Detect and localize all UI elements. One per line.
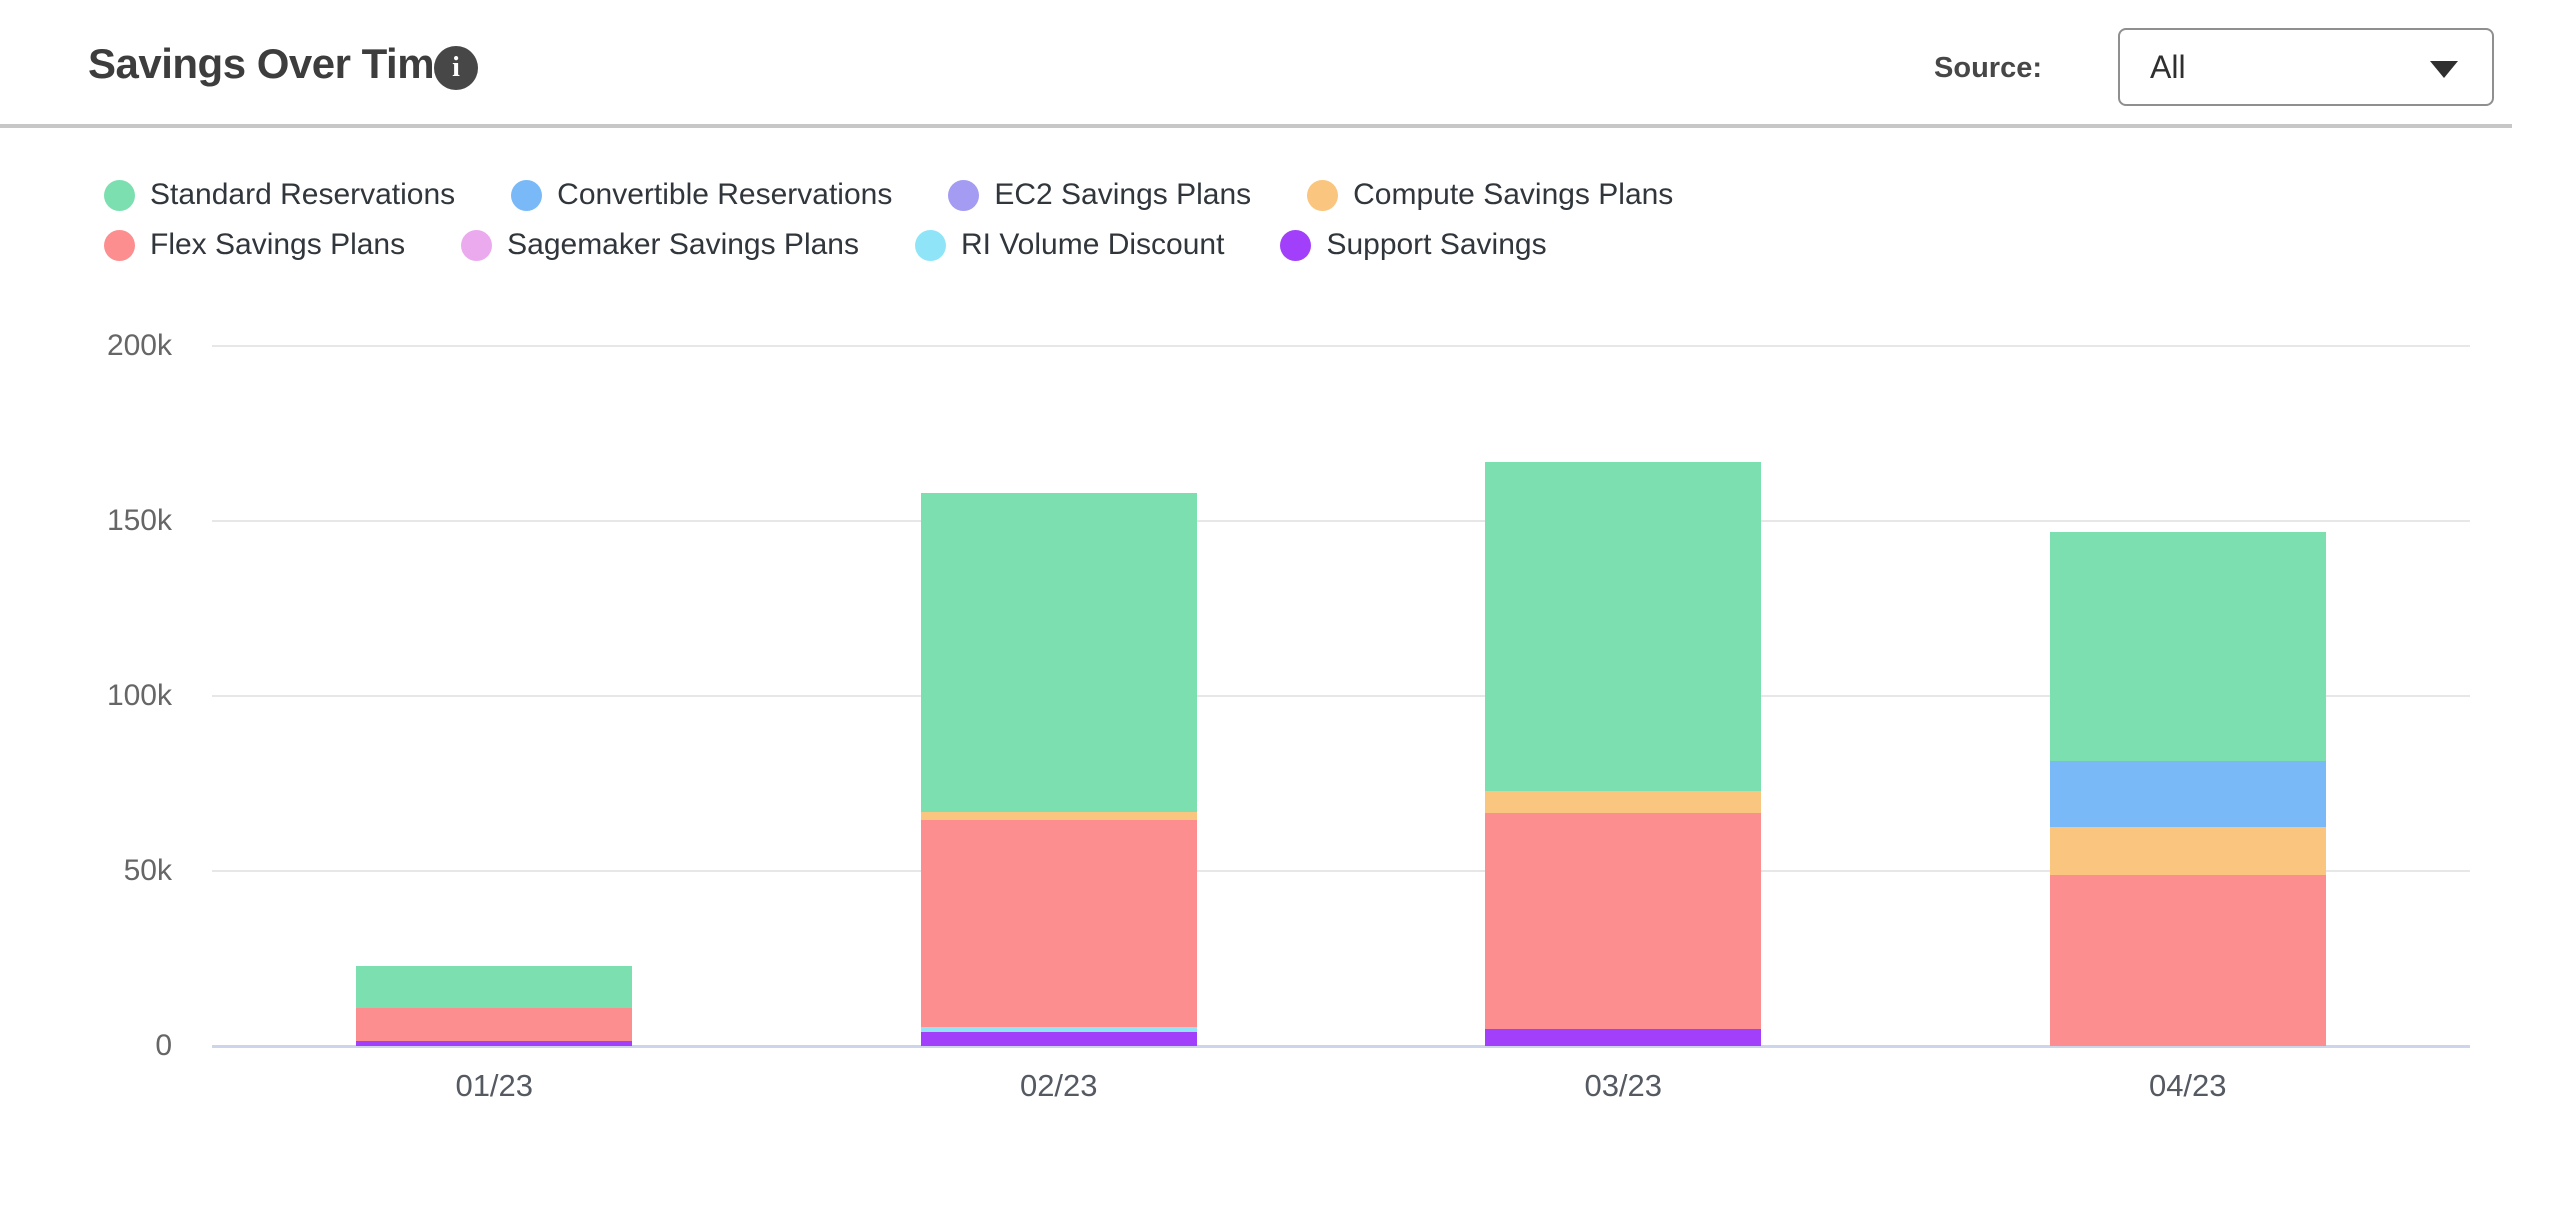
legend-item[interactable]: EC2 Savings Plans (948, 178, 1251, 212)
x-tick-label: 01/23 (455, 1068, 534, 1103)
legend-dot-icon (104, 229, 135, 261)
legend-item[interactable]: Standard Reservations (104, 178, 455, 212)
x-tick-label: 02/23 (1019, 1068, 1098, 1103)
legend-item[interactable]: Sagemaker Savings Plans (461, 228, 859, 262)
source-label: Source: (1934, 52, 2042, 84)
legend-dot-icon (461, 229, 493, 261)
bar-segment[interactable] (1485, 1028, 1762, 1046)
bar-segment[interactable] (920, 820, 1197, 1027)
source-dropdown-value: All (2150, 48, 2186, 85)
bar-segment[interactable] (920, 811, 1197, 821)
legend-label: Convertible Reservations (557, 178, 893, 211)
legend-dot-icon (948, 179, 980, 211)
bar-segment[interactable] (2049, 531, 2326, 761)
bar-segment[interactable] (2049, 760, 2326, 828)
panel-header: Savings Over Time i Source: All (0, 0, 2512, 128)
gridline (212, 345, 2470, 347)
legend-label: Support Savings (1326, 228, 1547, 261)
bar-segment[interactable] (356, 1007, 633, 1041)
bar-segment[interactable] (1485, 813, 1762, 1029)
legend-item[interactable]: Compute Savings Plans (1307, 178, 1673, 212)
legend-label: Flex Savings Plans (150, 228, 406, 261)
bar-segment[interactable] (920, 1032, 1197, 1046)
legend-item[interactable]: Flex Savings Plans (104, 228, 405, 262)
bar-segment[interactable] (2049, 827, 2326, 875)
gridline (212, 520, 2470, 522)
bar-segment[interactable] (2049, 874, 2326, 1046)
legend-label: RI Volume Discount (960, 228, 1225, 261)
y-tick-label: 50k (123, 854, 172, 887)
legend-item[interactable]: Convertible Reservations (511, 178, 892, 212)
legend-label: Sagemaker Savings Plans (507, 228, 859, 261)
chart-legend: Standard Reservations Convertible Reserva… (104, 178, 1994, 262)
legend-dot-icon (511, 179, 543, 211)
info-icon[interactable]: i (434, 46, 478, 90)
legend-item[interactable]: Support Savings (1280, 228, 1547, 262)
y-tick-label: 150k (106, 504, 172, 537)
bar-segment[interactable] (356, 965, 633, 1008)
gridline (212, 870, 2470, 872)
legend-dot-icon (1307, 179, 1339, 211)
legend-dot-icon (914, 229, 946, 261)
bar-segment[interactable] (1485, 461, 1762, 791)
bar-segment[interactable] (920, 1026, 1197, 1032)
legend-dot-icon (1280, 229, 1312, 261)
bar-segment[interactable] (920, 493, 1197, 812)
legend-dot-icon (104, 179, 135, 211)
legend-label: Standard Reservations (150, 178, 456, 211)
x-axis-line (212, 1045, 2470, 1048)
page-title: Savings Over Time (88, 40, 457, 87)
gridline (212, 695, 2470, 697)
bar-segment[interactable] (356, 1040, 633, 1046)
x-tick-label: 04/23 (2148, 1068, 2227, 1103)
x-tick-label: 03/23 (1584, 1068, 1663, 1103)
y-tick-label: 0 (155, 1029, 172, 1062)
legend-label: Compute Savings Plans (1353, 178, 1674, 211)
y-tick-label: 100k (106, 679, 172, 712)
source-dropdown[interactable]: All (2118, 28, 2494, 106)
bar-segment[interactable] (1485, 790, 1762, 814)
caret-down-icon (2430, 61, 2458, 78)
y-tick-label: 200k (106, 329, 172, 362)
legend-item[interactable]: RI Volume Discount (914, 228, 1225, 262)
legend-label: EC2 Savings Plans (994, 178, 1252, 211)
